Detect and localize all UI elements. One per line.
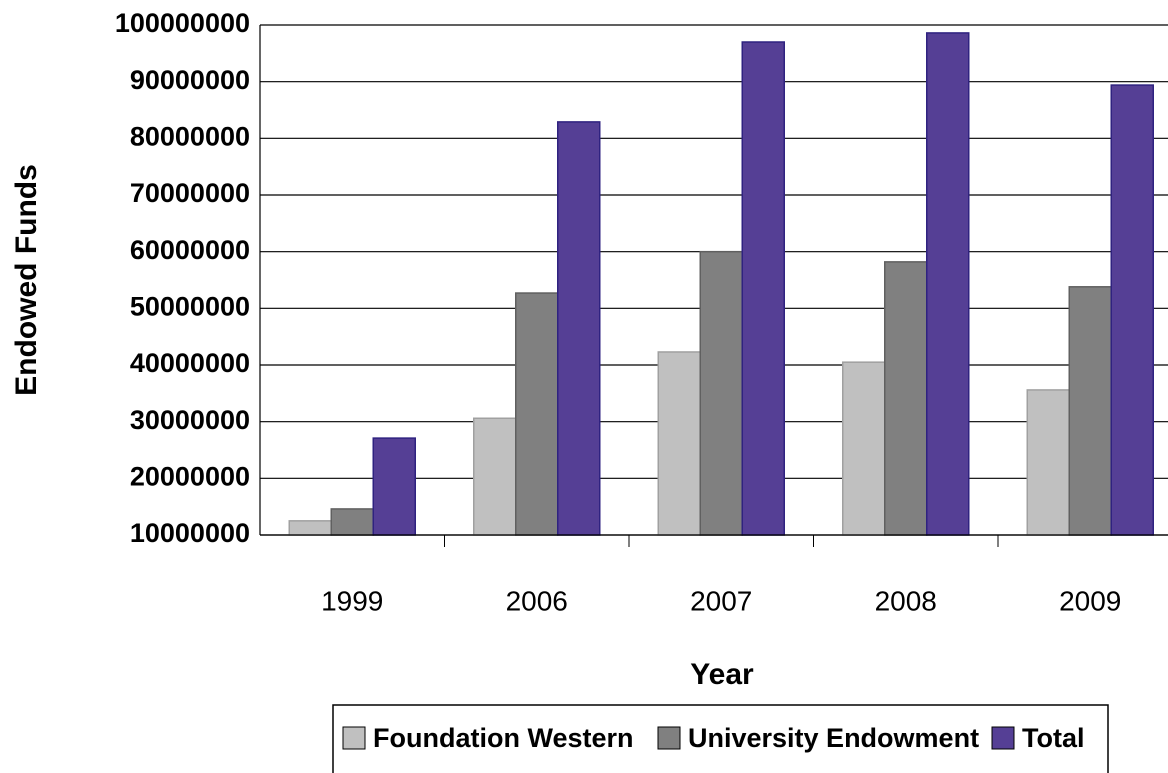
- legend-swatch: [342, 726, 366, 750]
- y-tick-label: 60000000: [130, 235, 250, 265]
- x-tick-label: 1999: [321, 585, 383, 616]
- y-tick-label: 90000000: [130, 65, 250, 95]
- legend-box: [332, 704, 1109, 773]
- bar: [557, 121, 601, 536]
- y-tick-label: 20000000: [130, 461, 250, 491]
- legend-label: University Endowment: [688, 723, 979, 753]
- bar: [657, 351, 701, 536]
- x-tick-label: 2009: [1059, 585, 1121, 616]
- y-tick-label: 50000000: [130, 291, 250, 321]
- bar: [1026, 389, 1070, 536]
- bar: [473, 417, 517, 536]
- y-tick-label: 40000000: [130, 348, 250, 378]
- bar: [926, 32, 970, 536]
- y-axis-title: Endowed Funds: [10, 164, 43, 396]
- bar: [330, 508, 374, 536]
- bar: [1110, 84, 1154, 536]
- bar: [372, 437, 416, 536]
- y-tick-label: 30000000: [130, 405, 250, 435]
- legend-swatch: [657, 726, 681, 750]
- bar: [884, 261, 928, 536]
- x-tick-label: 2006: [506, 585, 568, 616]
- legend-label: Total: [1022, 723, 1085, 753]
- bar: [288, 520, 332, 536]
- bar: [515, 292, 559, 536]
- legend-label: Foundation Western: [373, 723, 634, 753]
- bar: [842, 361, 886, 536]
- y-tick-label: 10000000: [130, 518, 250, 548]
- legend-swatch: [991, 726, 1015, 750]
- y-tick-label: 100000000: [115, 8, 250, 38]
- bar: [1068, 286, 1112, 536]
- x-tick-label: 2007: [690, 585, 752, 616]
- x-tick-label: 2008: [875, 585, 937, 616]
- y-tick-label: 80000000: [130, 121, 250, 151]
- x-axis-title: Year: [690, 658, 754, 691]
- bar: [741, 41, 785, 536]
- bar: [699, 250, 743, 536]
- y-tick-label: 70000000: [130, 178, 250, 208]
